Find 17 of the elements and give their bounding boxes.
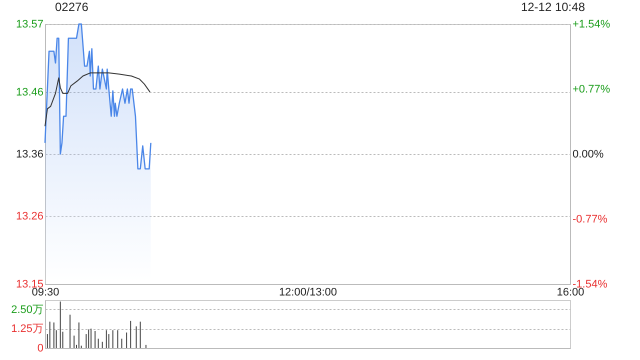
chart-title: 02276 (55, 0, 88, 14)
y2-tick-label: 0.00% (572, 148, 604, 160)
y2-tick-label: +0.77% (572, 84, 610, 96)
y2-tick-label: +1.54% (572, 18, 610, 30)
y-tick-label: 13.26 (16, 210, 44, 222)
y-tick-label: 2.50万 (11, 304, 44, 316)
y-tick-label: 13.46 (16, 86, 44, 99)
x-tick-label: 16:00 (556, 286, 584, 298)
y-tick-label: 13.57 (16, 18, 44, 30)
y-tick-label: 0 (37, 342, 44, 354)
y-tick-label: 13.36 (16, 148, 44, 160)
text: 12-12 10:48 (520, 0, 585, 14)
x-tick-label: 12:00/13:00 (278, 286, 338, 298)
x-tick-label: 09:30 (32, 286, 60, 298)
y2-tick-label: -0.77% (572, 214, 608, 226)
line-series (44, 72, 150, 127)
y-tick-label: 1.25万 (11, 323, 44, 336)
